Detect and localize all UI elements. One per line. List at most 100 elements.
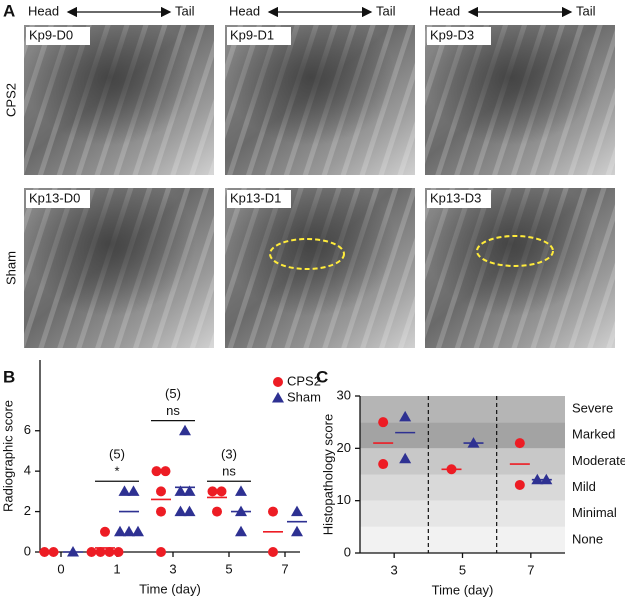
data-point [174,485,187,496]
data-point [118,485,131,496]
image-label-bg [427,190,491,208]
y-tick-label: 30 [337,387,351,402]
data-point [174,505,187,517]
data-point [268,547,278,557]
data-point [95,547,106,557]
data-point [156,506,166,517]
row-label: CPS2 [3,83,18,117]
data-point [104,547,115,557]
legend-label: Sham [287,389,321,404]
x-tick-label: 3 [169,561,176,576]
header-right: Tail [576,3,596,18]
data-point [212,506,222,517]
data-point [127,485,140,496]
data-point [183,505,196,517]
band-label: Minimal [572,505,617,520]
image-label: Kp9-D0 [29,27,73,42]
data-point [378,459,389,470]
image-label-bg [227,190,291,208]
highlights [269,235,554,270]
image-label: Kp9-D1 [230,27,274,42]
legend-marker [272,392,284,403]
x-tick-label: 5 [225,561,232,576]
data-point [156,486,166,497]
severity-band [360,500,565,527]
band-label: Moderate [572,453,625,468]
severity-band [360,474,565,501]
data-point [399,452,412,464]
xray-lung [225,25,415,175]
y-axis-label: Radiographic score [0,400,15,512]
data-point [183,485,196,496]
x-tick-label: 3 [391,562,398,577]
data-point [291,505,303,517]
xray-lung [425,25,615,175]
severity-band [360,448,565,475]
data-point [399,410,412,422]
panel-label: A [3,1,15,20]
image-label-bg [227,27,291,45]
image-label-bg [427,27,491,45]
data-point [268,506,278,517]
x-tick-label: 1 [113,561,120,576]
data-point [160,466,171,477]
y-tick-label: 6 [24,422,31,437]
data-point [207,486,218,497]
xray-lung [225,188,415,348]
y-tick-label: 10 [337,492,351,507]
data-point [235,485,247,496]
header-left: Head [229,3,260,18]
panel-a: A [3,1,15,20]
image-label-bg [26,190,90,208]
severity-band [360,526,565,553]
header-left: Head [28,3,59,18]
header-right: Tail [175,3,195,18]
data-point [378,417,389,428]
y-tick-label: 4 [24,463,31,478]
x-tick-label: 0 [57,561,64,576]
x-tick-label: 7 [281,561,288,576]
count-label: (3) [221,447,237,462]
data-point [179,424,191,436]
image-label: Kp13-D0 [29,190,80,205]
data-point [514,438,525,449]
highlight-ellipse [269,238,345,270]
band-label: None [572,531,603,546]
xray-lung [24,25,214,175]
x-axis-label: Time (day) [432,582,494,597]
header-left: Head [429,3,460,18]
highlight-ellipse [476,235,554,267]
image-label: Kp13-D1 [230,190,281,205]
panel-label: C [316,367,328,386]
xray-lung [24,188,214,348]
y-axis-label: Histopathology score [320,414,335,535]
image-label: Kp9-D3 [430,27,474,42]
data-point [291,525,303,537]
x-tick-label: 5 [459,562,466,577]
row-label: Sham [3,251,18,285]
data-point [514,479,525,490]
severity-band [360,396,565,423]
xray-lung [425,188,615,348]
count-label: (5) [165,386,181,401]
significance-label: ns [166,403,180,418]
band-label: Marked [572,427,615,442]
y-tick-label: 0 [24,543,31,558]
data-point [113,547,124,557]
data-point [123,525,135,537]
band-label: Mild [572,479,596,494]
significance-label: * [114,464,119,479]
band-label: Severe [572,401,613,416]
y-tick-label: 2 [24,503,31,518]
y-tick-label: 0 [344,544,351,559]
legend-marker [273,377,283,387]
count-label: (5) [109,447,125,462]
x-axis-label: Time (day) [139,581,201,596]
image-label-bg [26,27,90,45]
data-point [100,526,110,537]
panel-label: B [3,367,15,386]
data-point [132,525,144,537]
data-point [114,525,126,537]
y-tick-label: 20 [337,440,351,455]
